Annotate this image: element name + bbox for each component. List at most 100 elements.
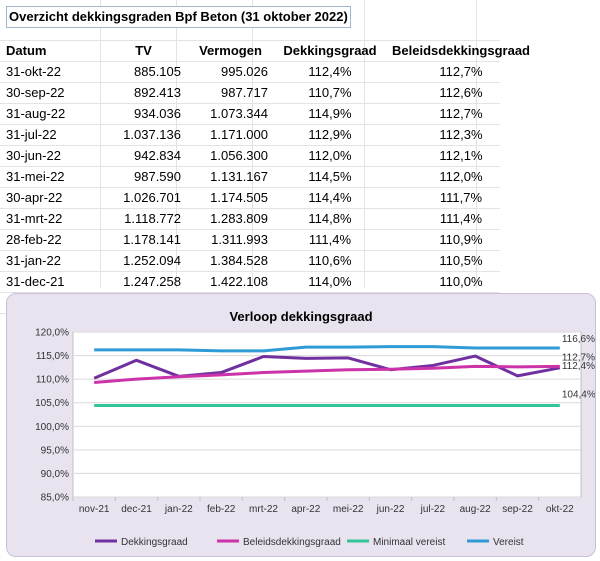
cell-tv[interactable]: 1.252.094 [123, 253, 181, 268]
cell-datum[interactable]: 31-jul-22 [6, 127, 57, 142]
cell-vermogen[interactable]: 1.174.505 [210, 190, 268, 205]
table-row: 31-jan-22 1.252.094 1.384.528 110,6% 110,5% [0, 250, 536, 271]
cell-datum[interactable]: 31-mei-22 [6, 169, 65, 184]
y-tick-label: 105,0% [35, 398, 69, 409]
table-row: 31-mrt-22 1.118.772 1.283.809 114,8% 111,4% [0, 208, 536, 229]
cell-dekkingsgraad[interactable]: 114,9% [308, 106, 352, 121]
grid-line [476, 0, 477, 288]
grid-line [0, 166, 500, 167]
cell-datum[interactable]: 28-feb-22 [6, 232, 62, 247]
cell-vermogen[interactable]: 1.056.300 [210, 148, 268, 163]
x-tick-label: feb-22 [207, 504, 236, 515]
cell-vermogen[interactable]: 1.131.167 [210, 169, 268, 184]
grid-line [364, 0, 365, 288]
col-header-datum[interactable]: Datum [6, 43, 47, 58]
cell-beleidsdekkingsgraad[interactable]: 112,3% [439, 127, 483, 142]
cell-tv[interactable]: 1.178.141 [123, 232, 181, 247]
data-label: 116,6% [562, 334, 595, 345]
grid-line [0, 61, 500, 62]
cell-beleidsdekkingsgraad[interactable]: 112,7% [439, 64, 483, 79]
y-tick-label: 110,0% [36, 375, 69, 386]
cell-dekkingsgraad[interactable]: 112,9% [308, 127, 352, 142]
cell-dekkingsgraad[interactable]: 112,4% [308, 64, 352, 79]
cell-datum[interactable]: 31-okt-22 [6, 64, 61, 79]
x-tick-label: apr-22 [291, 504, 320, 515]
cell-tv[interactable]: 987.590 [134, 169, 181, 184]
cell-tv[interactable]: 892.413 [134, 85, 181, 100]
cell-datum[interactable]: 30-sep-22 [6, 85, 65, 100]
data-label: 112,4% [562, 361, 595, 372]
cell-beleidsdekkingsgraad[interactable]: 110,5% [439, 253, 483, 268]
table-row: 30-sep-22 892.413 987.717 110,7% 112,6% [0, 82, 536, 103]
cell-vermogen[interactable]: 1.171.000 [210, 127, 268, 142]
y-tick-label: 115,0% [36, 351, 69, 362]
cell-dekkingsgraad[interactable]: 110,7% [308, 85, 352, 100]
cell-dekkingsgraad[interactable]: 114,4% [308, 190, 352, 205]
col-header-tv[interactable]: TV [135, 43, 152, 58]
y-tick-label: 95,0% [41, 445, 69, 456]
cell-beleidsdekkingsgraad[interactable]: 112,6% [439, 85, 483, 100]
cell-beleidsdekkingsgraad[interactable]: 111,4% [439, 211, 483, 226]
grid-line [0, 124, 500, 125]
x-tick-label: sep-22 [502, 504, 533, 515]
x-tick-label: mrt-22 [249, 504, 278, 515]
cell-dekkingsgraad[interactable]: 114,5% [308, 169, 352, 184]
cell-vermogen[interactable]: 1.384.528 [210, 253, 268, 268]
cell-datum[interactable]: 31-aug-22 [6, 106, 66, 121]
cell-datum[interactable]: 31-jan-22 [6, 253, 61, 268]
grid-line [252, 0, 253, 288]
table-row: 31-aug-22 934.036 1.073.344 114,9% 112,7% [0, 103, 536, 124]
col-header-beleidsdekkingsgraad[interactable]: Beleidsdekkingsgraad [392, 43, 530, 58]
cell-beleidsdekkingsgraad[interactable]: 110,9% [439, 232, 483, 247]
cell-vermogen[interactable]: 1.311.993 [211, 232, 268, 247]
cell-tv[interactable]: 1.247.258 [123, 274, 181, 289]
grid-line [176, 0, 177, 288]
cell-beleidsdekkingsgraad[interactable]: 110,0% [439, 274, 483, 289]
cell-tv[interactable]: 942.834 [134, 148, 181, 163]
cell-datum[interactable]: 30-jun-22 [6, 148, 61, 163]
cell-vermogen[interactable]: 1.283.809 [210, 211, 268, 226]
chart-area[interactable]: Verloop dekkingsgraad 85,0% 90,0% 95,0% 100,… [6, 293, 596, 557]
cell-tv[interactable]: 1.037.136 [123, 127, 181, 142]
x-tick-label: jun-22 [376, 504, 405, 515]
line-chart: Verloop dekkingsgraad 85,0% 90,0% 95,0% 100,… [35, 309, 596, 548]
x-tick-label: dec-21 [121, 504, 152, 515]
table-header-row: Datum TV Vermogen Dekkingsgraad Beleidsd… [0, 40, 536, 61]
cell-tv[interactable]: 1.118.772 [124, 211, 181, 226]
y-tick-label: 100,0% [35, 422, 69, 433]
cell-tv[interactable]: 885.105 [134, 64, 181, 79]
chart-title: Verloop dekkingsgraad [229, 309, 372, 324]
cell-datum[interactable]: 31-dec-21 [6, 274, 65, 289]
cell-beleidsdekkingsgraad[interactable]: 112,0% [439, 169, 483, 184]
grid-line [0, 187, 500, 188]
series-line-beleidsdekkingsgraad [94, 364, 560, 384]
sheet-title: Overzicht dekkingsgraden Bpf Beton (31 o… [6, 6, 351, 28]
cell-datum[interactable]: 31-mrt-22 [6, 211, 63, 226]
col-header-dekkingsgraad[interactable]: Dekkingsgraad [283, 43, 377, 58]
cell-tv[interactable]: 934.036 [134, 106, 181, 121]
cell-beleidsdekkingsgraad[interactable]: 111,7% [439, 190, 483, 205]
cell-vermogen[interactable]: 987.717 [221, 85, 268, 100]
cell-beleidsdekkingsgraad[interactable]: 112,1% [439, 148, 483, 163]
grid-line [100, 0, 101, 288]
series-line-vereist [94, 345, 560, 353]
legend-label: Dekkingsgraad [121, 537, 188, 548]
cell-vermogen[interactable]: 1.073.344 [210, 106, 268, 121]
cell-dekkingsgraad[interactable]: 110,6% [308, 253, 352, 268]
x-tick-label: aug-22 [460, 504, 492, 515]
cell-tv[interactable]: 1.026.701 [123, 190, 181, 205]
cell-dekkingsgraad[interactable]: 111,4% [308, 232, 352, 247]
cell-vermogen[interactable]: 995.026 [221, 64, 268, 79]
legend-label: Minimaal vereist [373, 537, 445, 548]
col-header-vermogen[interactable]: Vermogen [199, 43, 262, 58]
cell-dekkingsgraad[interactable]: 114,8% [308, 211, 352, 226]
cell-dekkingsgraad[interactable]: 112,0% [308, 148, 352, 163]
cell-vermogen[interactable]: 1.422.108 [210, 274, 268, 289]
table-row: 30-apr-22 1.026.701 1.174.505 114,4% 111,7% [0, 187, 536, 208]
x-tick-label: jul-22 [420, 504, 446, 515]
cell-datum[interactable]: 30-apr-22 [6, 190, 63, 205]
cell-beleidsdekkingsgraad[interactable]: 112,7% [439, 106, 483, 121]
data-label: 112,7% [562, 352, 595, 363]
legend-label: Beleidsdekkingsgraad [243, 537, 341, 548]
cell-dekkingsgraad[interactable]: 114,0% [308, 274, 352, 289]
